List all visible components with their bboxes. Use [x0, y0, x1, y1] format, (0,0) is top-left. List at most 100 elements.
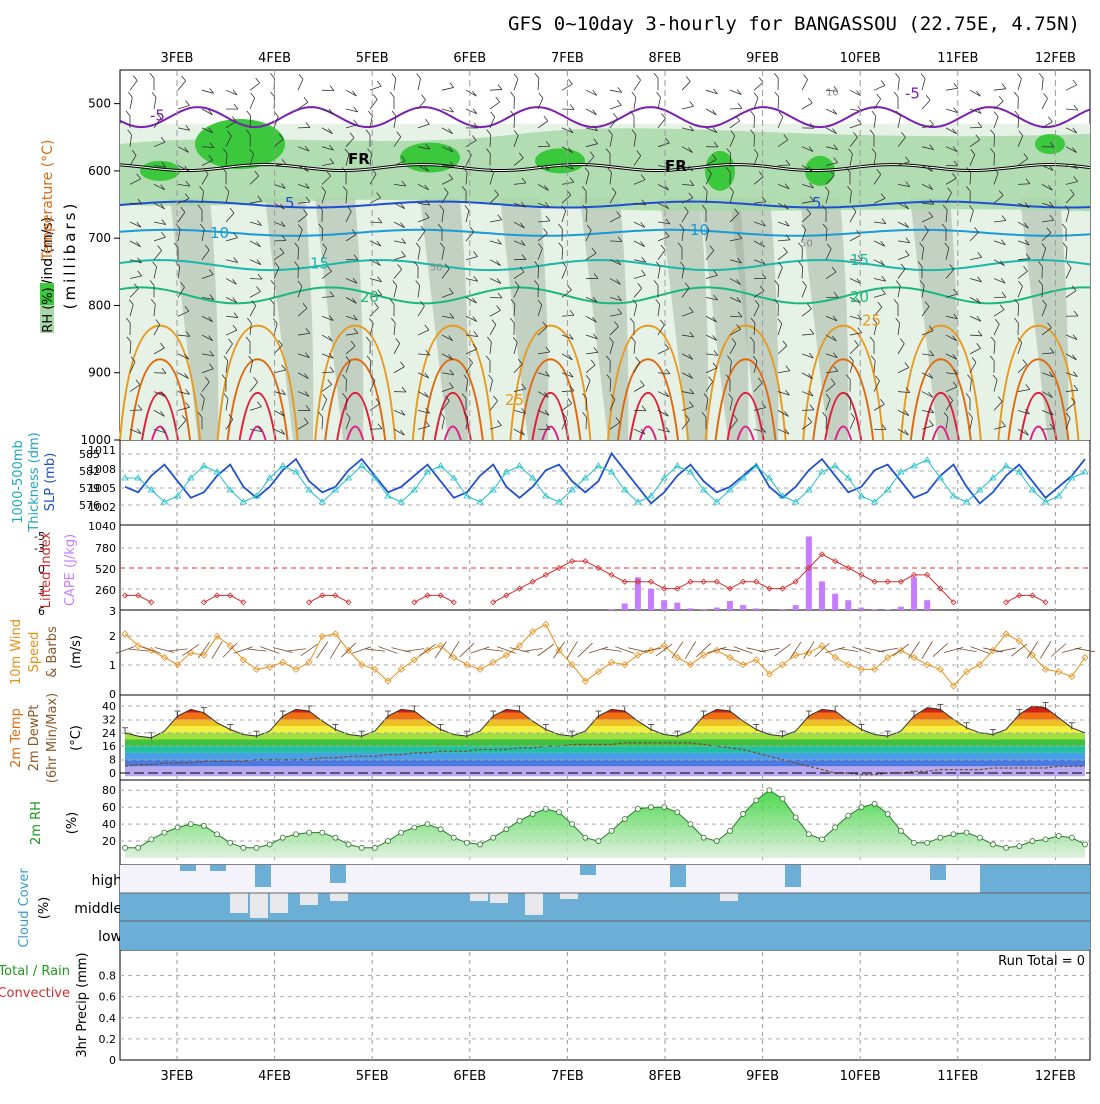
wind-barb-10m	[365, 649, 385, 651]
cloud-high-bar	[255, 865, 271, 887]
contour-label: 10	[826, 88, 839, 99]
cape-bar	[845, 600, 851, 610]
wind-barb	[682, 106, 694, 109]
contour-label: 5	[812, 194, 822, 212]
contour-label: 10	[690, 221, 709, 239]
wind-barb-10m	[957, 648, 977, 651]
wind-barb-10m	[234, 647, 253, 654]
precip-label-2: Convective	[0, 986, 70, 1001]
wind-barb-10m	[260, 647, 279, 654]
rh-marker	[727, 828, 732, 833]
wind-barb-10m	[404, 649, 424, 652]
wind-barb	[778, 97, 779, 109]
cloud-high-bar	[580, 865, 596, 875]
rh-marker	[609, 828, 614, 833]
wind-barb-10m	[567, 641, 577, 658]
rh-marker	[1004, 845, 1009, 850]
wind-barb-10m	[970, 647, 989, 654]
contour-label: 20	[360, 288, 379, 306]
wind-barb-flag	[510, 92, 514, 97]
rh-marker	[898, 828, 903, 833]
rh-ytick: 20	[102, 835, 116, 848]
rh-marker	[833, 825, 838, 830]
rh-marker	[767, 788, 772, 793]
wind-barb	[298, 79, 303, 90]
date-label-top: 3FEB	[161, 51, 194, 66]
rh-marker	[1030, 839, 1035, 844]
wind-barb-flag	[491, 112, 495, 117]
rh-marker	[793, 815, 798, 820]
wind-barb-10m	[922, 641, 932, 658]
contour-label: 15	[310, 254, 329, 272]
wind-barb-10m	[1040, 642, 1051, 659]
rh-marker	[806, 832, 811, 837]
wind-barb-flag	[182, 76, 186, 81]
rh-marker	[280, 835, 285, 840]
upper-ytick-label: 800	[88, 298, 111, 312]
wind-barb-flag	[738, 103, 742, 108]
wind-barb	[250, 83, 260, 90]
date-label-top: 7FEB	[551, 51, 584, 66]
date-label-top: 9FEB	[746, 51, 779, 66]
temp-band	[120, 706, 1090, 713]
wind-barb	[466, 90, 476, 96]
date-label-bottom: 9FEB	[746, 1069, 779, 1084]
wind-barb-flag	[774, 73, 778, 78]
date-label-bottom: 7FEB	[551, 1069, 584, 1084]
wind-barb-10m	[247, 649, 267, 651]
wind-barb	[898, 78, 899, 90]
upper-ytick-label: 500	[88, 97, 111, 111]
wind-barb-flag	[251, 93, 255, 98]
wind-barb-flag	[535, 73, 539, 78]
temp-ytick: 8	[109, 754, 116, 767]
rh-marker	[267, 842, 272, 847]
rh-marker	[162, 830, 167, 835]
rh-marker	[1056, 833, 1061, 838]
rh-marker	[478, 842, 483, 847]
wind-barb	[370, 99, 377, 109]
left-axis-titles: Wind (m/s) Temperature (°C) RH (%) (mill…	[0, 140, 90, 1058]
wind-ytick: 1	[109, 659, 116, 672]
rh-marker	[925, 840, 930, 845]
wind-barb-10m	[790, 642, 801, 659]
temp-label-3: (6hr Min/Max)	[45, 693, 60, 783]
wind-barb-flag	[872, 111, 876, 116]
wind-barb-flag	[1039, 73, 1043, 78]
temp-band	[120, 760, 1090, 767]
thickness-panel-frame	[120, 440, 1090, 525]
precip-label-1: Total / Rain	[0, 964, 70, 979]
rh-high-patch	[535, 148, 585, 173]
precip-panel: Run Total = 0	[120, 954, 1090, 1039]
rh-marker	[741, 811, 746, 816]
wind-barb-10m	[419, 644, 435, 656]
wind-barb	[634, 80, 641, 90]
rh-marker	[254, 845, 259, 850]
wind10m-panel	[116, 621, 1095, 688]
temp-ytick: 40	[102, 700, 116, 713]
rh-marker	[872, 801, 877, 806]
wind-barb	[658, 97, 661, 109]
wind-ytick: 2	[109, 630, 116, 643]
rh-marker	[1083, 842, 1088, 847]
rh-marker	[215, 832, 220, 837]
rh-marker	[425, 822, 430, 827]
wind-label-1: 10m Wind	[9, 619, 24, 685]
wind-barb-flag	[256, 78, 260, 83]
date-label-bottom: 10FEB	[840, 1069, 881, 1084]
cape-bar	[701, 609, 707, 610]
wind-barb-10m	[933, 643, 948, 656]
date-label-top: 11FEB	[937, 51, 978, 66]
rh-marker	[675, 810, 680, 815]
wind-barb	[994, 89, 1006, 90]
wind-barb	[250, 279, 262, 280]
rh-marker	[570, 822, 575, 827]
wind-barb	[346, 398, 347, 410]
wind-barb	[634, 97, 636, 109]
wind-barb	[490, 102, 500, 109]
rh-marker	[912, 840, 917, 845]
wind-barb-flag	[775, 92, 779, 97]
wind-barb-flag	[754, 93, 758, 98]
wind-barb-flag	[654, 73, 658, 78]
wind-barb-10m	[435, 642, 446, 658]
